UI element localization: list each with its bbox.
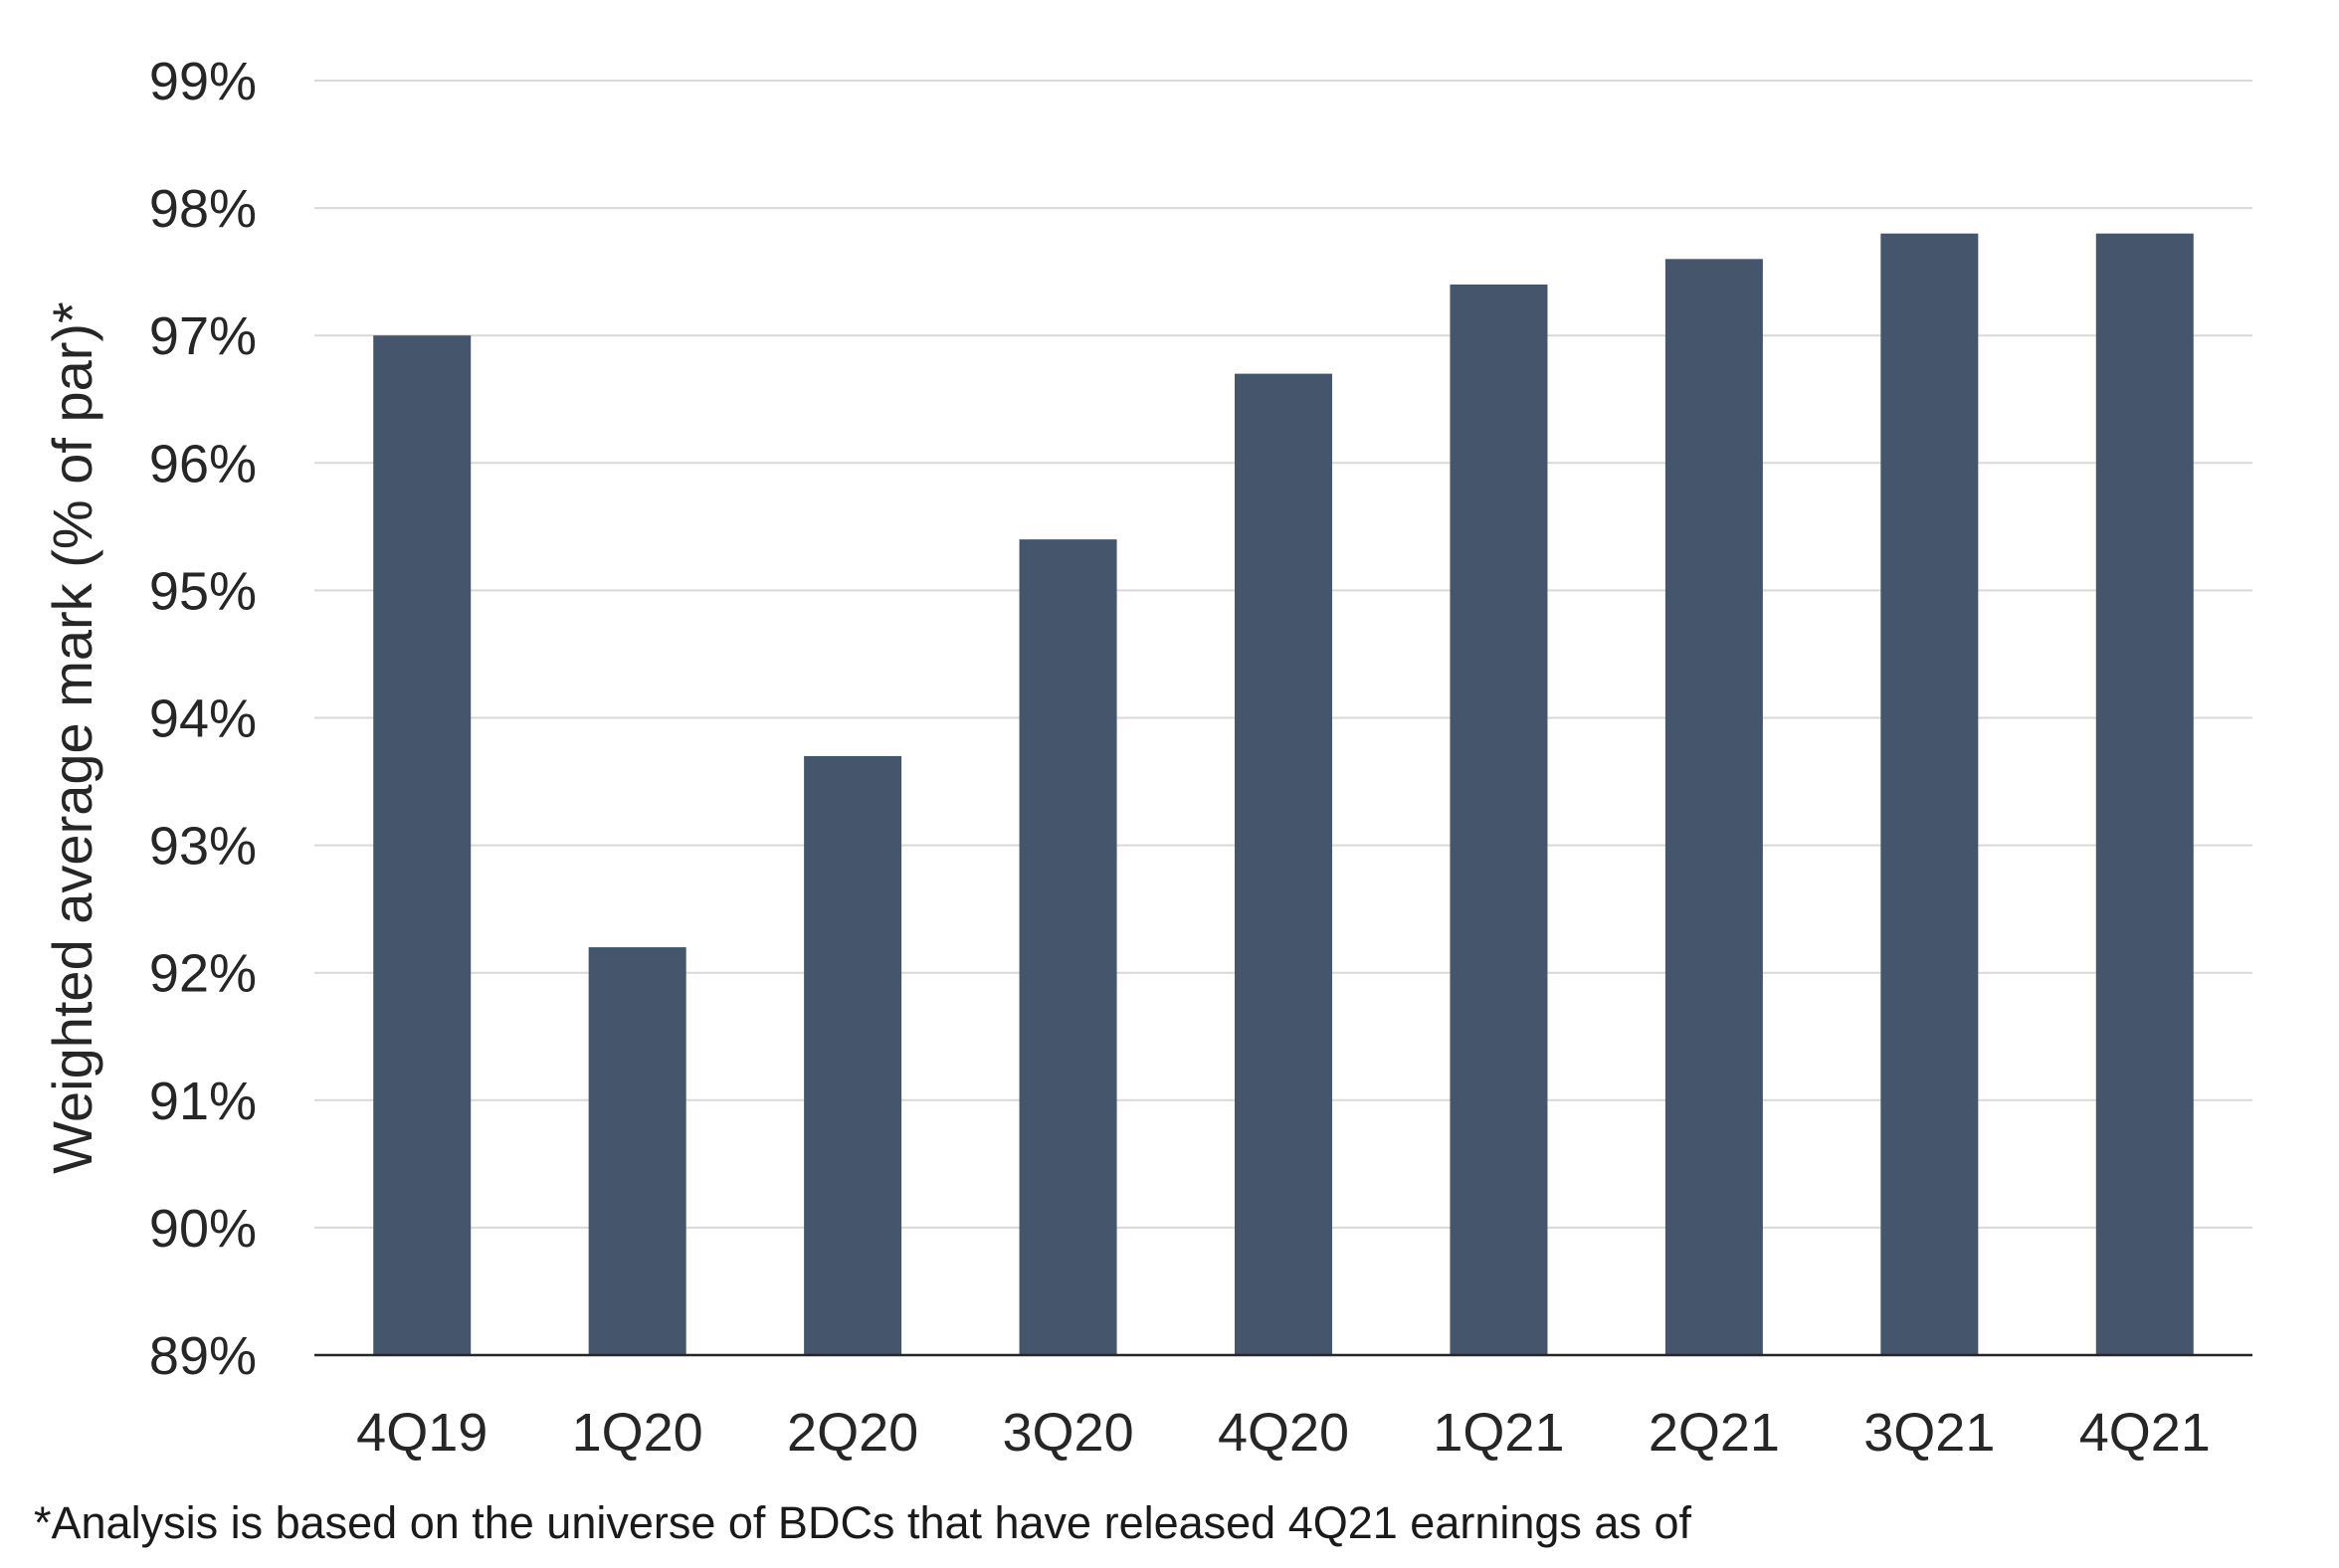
y-tick-label: 94% [149, 689, 257, 749]
bar-3q21 [1880, 233, 1979, 1356]
bars [373, 233, 2194, 1356]
y-tick-label: 90% [149, 1199, 257, 1259]
y-tick-label: 93% [149, 817, 257, 877]
y-tick-label: 89% [149, 1326, 257, 1386]
x-tick-label: 1Q20 [572, 1403, 703, 1463]
x-tick-label: 2Q21 [1649, 1403, 1780, 1463]
x-tick-label: 3Q21 [1863, 1403, 1995, 1463]
x-tick-label: 4Q20 [1218, 1403, 1349, 1463]
x-tick-label: 4Q21 [2079, 1403, 2211, 1463]
x-tick-label: 3Q20 [1003, 1403, 1134, 1463]
y-tick-label: 92% [149, 944, 257, 1004]
y-axis-title: Weighted average mark (% of par)* [41, 301, 103, 1174]
y-tick-label: 97% [149, 306, 257, 366]
x-tick-label: 4Q19 [356, 1403, 487, 1463]
y-tick-label: 91% [149, 1072, 257, 1131]
y-tick-label: 98% [149, 179, 257, 239]
y-tick-label: 96% [149, 434, 257, 493]
bar-4q20 [1235, 373, 1332, 1355]
bar-2q21 [1664, 259, 1763, 1356]
bar-3q20 [1019, 539, 1117, 1355]
bar-4q19 [373, 335, 472, 1356]
bar-4q21 [2095, 233, 2194, 1356]
x-axis-tick-labels: 4Q19 1Q20 2Q20 3Q20 4Q20 1Q21 2Q21 3Q21 4Q21 [356, 1403, 2211, 1463]
bar-1q21 [1450, 284, 1548, 1356]
footnote: *Analysis is based on the universe of BD… [34, 1497, 1691, 1548]
x-tick-label: 1Q21 [1433, 1403, 1564, 1463]
y-tick-label: 99% [149, 52, 257, 111]
y-axis-tick-labels: 89% 90% 91% 92% 93% 94% 95% 96% 97% 98% 99% [149, 52, 257, 1386]
x-tick-label: 2Q20 [787, 1403, 918, 1463]
y-tick-label: 95% [149, 561, 257, 621]
bar-1q20 [588, 947, 686, 1355]
bar-2q20 [804, 755, 902, 1355]
